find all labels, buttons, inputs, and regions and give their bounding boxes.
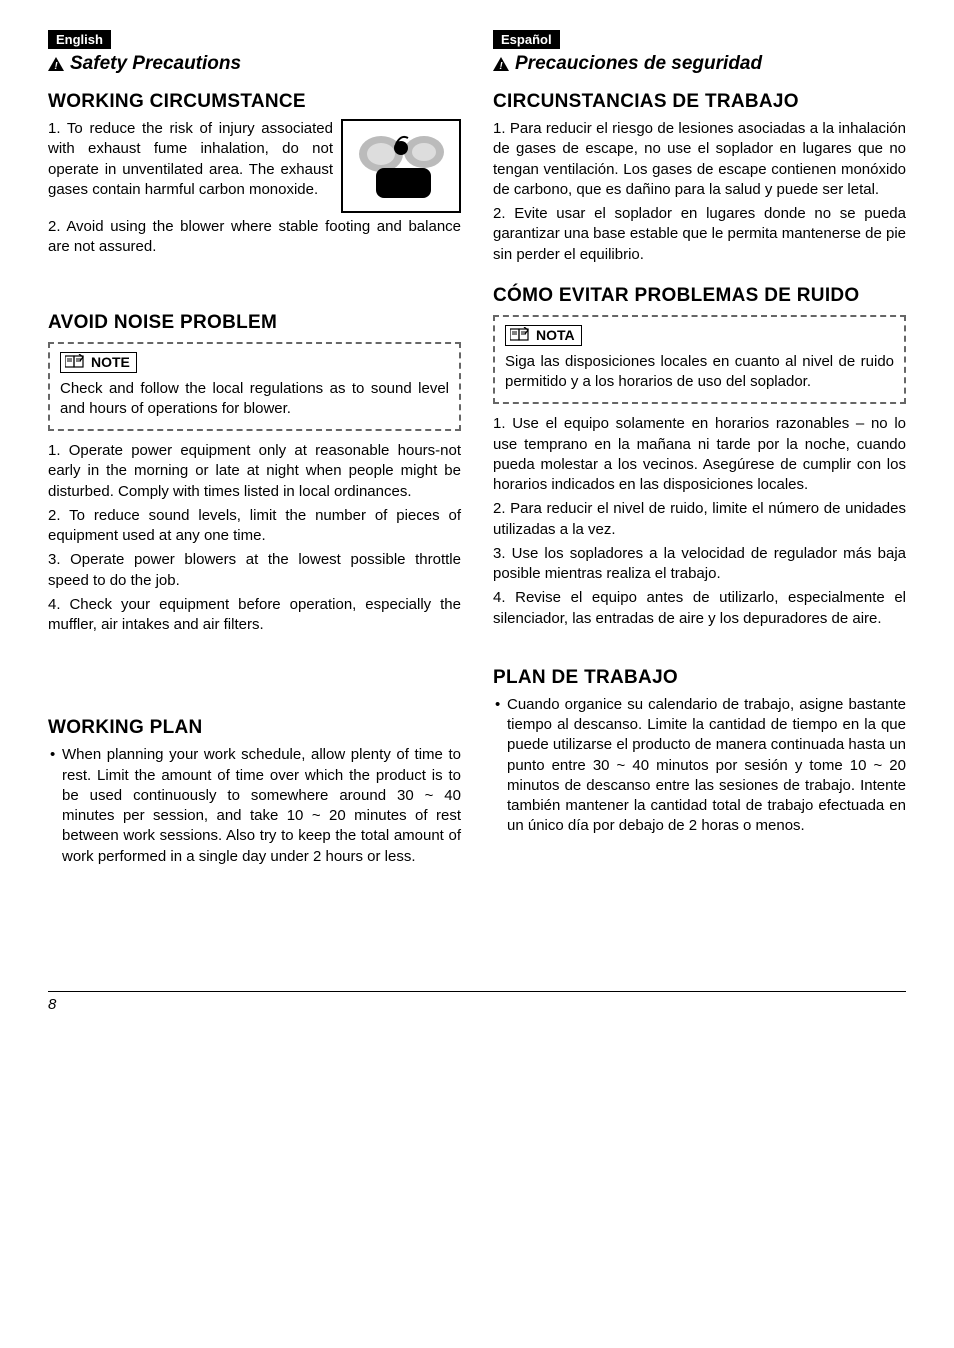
circ-item-2: 2. Evite usar el soplador en lugares don… bbox=[493, 204, 906, 265]
noise-item-2: 2. To reduce sound levels, limit the num… bbox=[48, 506, 461, 547]
ruido-item-4: 4. Revise el equipo antes de utilizarlo,… bbox=[493, 588, 906, 629]
circ-item-1: 1. Para reducir el riesgo de lesiones as… bbox=[493, 119, 906, 200]
wc-item-1: 1. To reduce the risk of injury associat… bbox=[48, 119, 333, 200]
left-column: English ! Safety Precautions WORKING CIR… bbox=[48, 30, 461, 871]
working-circumstance-title: WORKING CIRCUMSTANCE bbox=[48, 91, 461, 113]
ruido-item-2: 2. Para reducir el nivel de ruido, limit… bbox=[493, 499, 906, 540]
circunstancias-title: CIRCUNSTANCIAS DE TRABAJO bbox=[493, 91, 906, 113]
ruido-title: CÓMO EVITAR PROBLEMAS DE RUIDO bbox=[493, 285, 906, 307]
note-icon bbox=[510, 327, 530, 344]
precauciones-heading: ! Precauciones de seguridad bbox=[493, 53, 906, 75]
warning-icon: ! bbox=[493, 57, 509, 71]
language-badge-spanish: Español bbox=[493, 30, 560, 49]
wc-item-2: 2. Avoid using the blower where stable f… bbox=[48, 217, 461, 258]
plan-trabajo-bullet-1: Cuando organice su calendario de trabajo… bbox=[493, 695, 906, 837]
exhaust-illustration bbox=[341, 119, 461, 213]
note-text-en: Check and follow the local regulations a… bbox=[60, 379, 449, 420]
working-circumstance-row: 1. To reduce the risk of injury associat… bbox=[48, 119, 461, 213]
plan-bullet-1: When planning your work schedule, allow … bbox=[48, 745, 461, 867]
page-footer: 8 bbox=[48, 991, 906, 1013]
plan-trabajo-title: PLAN DE TRABAJO bbox=[493, 667, 906, 689]
warning-icon: ! bbox=[48, 57, 64, 71]
avoid-noise-title: AVOID NOISE PROBLEM bbox=[48, 312, 461, 334]
ruido-item-3: 3. Use los sopladores a la velocidad de … bbox=[493, 544, 906, 585]
safety-heading-text: Safety Precautions bbox=[70, 53, 241, 75]
ruido-item-1: 1. Use el equipo solamente en horarios r… bbox=[493, 414, 906, 495]
working-plan-title: WORKING PLAN bbox=[48, 717, 461, 739]
nota-label-text: NOTA bbox=[536, 327, 575, 343]
noise-item-4: 4. Check your equipment before operation… bbox=[48, 595, 461, 636]
note-label-text: NOTE bbox=[91, 354, 130, 370]
noise-item-1: 1. Operate power equipment only at reaso… bbox=[48, 441, 461, 502]
note-icon bbox=[65, 354, 85, 371]
language-badge-english: English bbox=[48, 30, 111, 49]
safety-precautions-heading: ! Safety Precautions bbox=[48, 53, 461, 75]
page-number: 8 bbox=[48, 996, 56, 1013]
noise-item-3: 3. Operate power blowers at the lowest p… bbox=[48, 550, 461, 591]
note-label-row: NOTE bbox=[60, 352, 137, 373]
note-box-es: NOTA Siga las disposiciones locales en c… bbox=[493, 315, 906, 405]
precauciones-heading-text: Precauciones de seguridad bbox=[515, 53, 762, 75]
note-box-en: NOTE Check and follow the local regulati… bbox=[48, 342, 461, 432]
nota-text-es: Siga las disposiciones locales en cuanto… bbox=[505, 352, 894, 393]
right-column: Español ! Precauciones de seguridad CIRC… bbox=[493, 30, 906, 871]
page-columns: English ! Safety Precautions WORKING CIR… bbox=[48, 30, 906, 871]
nota-label-row: NOTA bbox=[505, 325, 582, 346]
